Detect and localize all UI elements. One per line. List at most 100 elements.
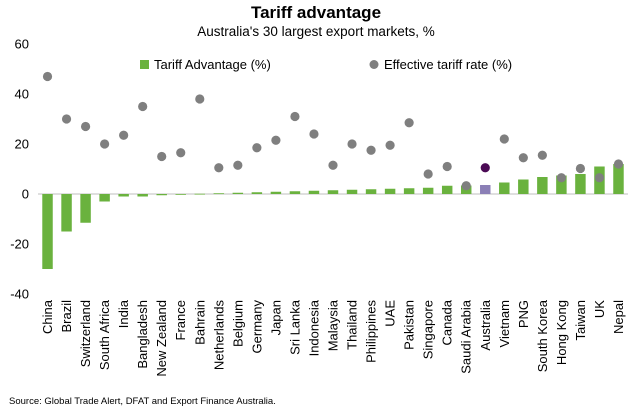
bar-pakistan: [403, 188, 415, 194]
category-label: South Korea: [535, 299, 550, 372]
dot-nepal: [613, 159, 624, 169]
category-label: Vietnam: [497, 300, 512, 347]
bar-south-africa: [99, 194, 110, 202]
category-label: Singapore: [421, 300, 436, 359]
y-tick-label: 40: [15, 87, 29, 102]
dot-series: [42, 71, 624, 191]
dot-south-africa: [100, 139, 110, 149]
bar-uae: [384, 188, 396, 194]
bar-brazil: [61, 194, 72, 232]
bar-canada: [441, 185, 453, 194]
bar-taiwan: [575, 174, 586, 194]
source-note: Source: Global Trade Alert, DFAT and Exp…: [9, 396, 276, 407]
bar-new-zealand: [156, 194, 167, 196]
dot-netherlands: [214, 163, 224, 173]
legend-dot-label: Effective tariff rate (%): [384, 57, 512, 72]
y-tick-label: 0: [22, 187, 29, 202]
bar-belgium: [232, 192, 244, 194]
dot-new-zealand: [157, 151, 167, 162]
dot-switzerland: [80, 121, 91, 132]
bar-bahrain: [194, 193, 206, 195]
y-tick-label: 60: [15, 37, 29, 52]
bar-vietnam: [499, 182, 510, 194]
bar-china: [42, 194, 53, 269]
bar-france: [175, 194, 186, 195]
bar-india: [118, 194, 129, 197]
category-label: Sri Lanka: [287, 299, 302, 355]
dot-malaysia: [328, 160, 338, 170]
bar-netherlands: [213, 193, 225, 195]
category-label: Nepal: [611, 300, 626, 334]
legend-dot-swatch: [369, 60, 379, 69]
dot-uae: [385, 140, 395, 150]
bar-indonesia: [308, 190, 320, 194]
category-label: Bahrain: [192, 300, 207, 345]
legend-bar-label: Tariff Advantage (%): [154, 57, 271, 72]
category-label: Australia: [478, 299, 493, 350]
y-tick-label: -40: [10, 287, 29, 302]
dot-india: [119, 130, 129, 140]
bar-bangladesh: [137, 194, 148, 197]
dot-belgium: [233, 160, 243, 170]
category-label: Saudi Arabia: [459, 299, 474, 373]
x-axis-category-labels: China Brazil Switzerland South Africa India B…: [40, 299, 626, 376]
dot-indonesia: [309, 129, 319, 139]
bar-australia: [480, 185, 491, 194]
dot-bangladesh: [138, 101, 148, 112]
category-label: PNG: [516, 300, 531, 328]
category-label: India: [116, 299, 131, 328]
bar-switzerland: [80, 194, 91, 223]
category-label: Hong Kong: [554, 300, 569, 365]
category-label: UK: [592, 300, 607, 318]
category-label: Brazil: [59, 300, 74, 333]
category-label: Thailand: [345, 300, 360, 350]
bar-germany: [251, 192, 263, 194]
category-label: Indonesia: [306, 299, 321, 356]
category-label: New Zealand: [154, 300, 169, 377]
bar-hong-kong: [556, 175, 567, 194]
dot-france: [176, 148, 186, 158]
category-label: Netherlands: [211, 300, 226, 371]
category-label: UAE: [383, 300, 398, 327]
bar-nepal: [613, 164, 624, 194]
legend: Tariff Advantage (%) Effective tariff ra…: [140, 57, 512, 72]
dot-sri-lanka: [290, 111, 300, 122]
bar-philippines: [365, 189, 377, 194]
y-axis-ticks: 60 40 20 0 -20 -40: [10, 37, 29, 302]
bar-malaysia: [327, 190, 339, 194]
dot-canada: [442, 161, 452, 172]
dot-australia: [480, 163, 490, 173]
dot-japan: [271, 135, 281, 145]
category-label: Germany: [249, 300, 264, 354]
bar-south-korea: [537, 177, 548, 194]
chart-title: Tariff advantage: [250, 3, 382, 22]
category-label: Canada: [440, 299, 455, 345]
dot-south-korea: [537, 150, 547, 160]
bar-singapore: [422, 187, 434, 194]
dot-uk: [594, 173, 605, 183]
bar-japan: [270, 191, 282, 194]
dot-brazil: [61, 114, 72, 124]
category-label: Japan: [268, 300, 283, 335]
dot-thailand: [347, 139, 357, 149]
dot-pakistan: [404, 118, 414, 128]
category-label: Philippines: [364, 300, 379, 363]
bar-thailand: [346, 189, 358, 194]
category-label: Switzerland: [78, 300, 93, 367]
category-label: Malaysia: [326, 299, 341, 351]
dot-philippines: [366, 145, 376, 155]
category-label: Belgium: [230, 300, 245, 347]
category-label: France: [173, 300, 188, 340]
category-label: Taiwan: [573, 300, 588, 340]
bar-png: [518, 179, 529, 194]
dot-germany: [252, 143, 262, 153]
bar-sri-lanka: [289, 191, 301, 194]
dot-singapore: [423, 169, 433, 179]
y-tick-label: -20: [10, 237, 29, 252]
category-label: Bangladesh: [135, 300, 150, 369]
chart-subtitle: Australia's 30 largest export markets, %: [197, 24, 435, 39]
category-label: China: [40, 299, 55, 334]
dot-bahrain: [195, 94, 205, 104]
dot-vietnam: [499, 134, 509, 144]
